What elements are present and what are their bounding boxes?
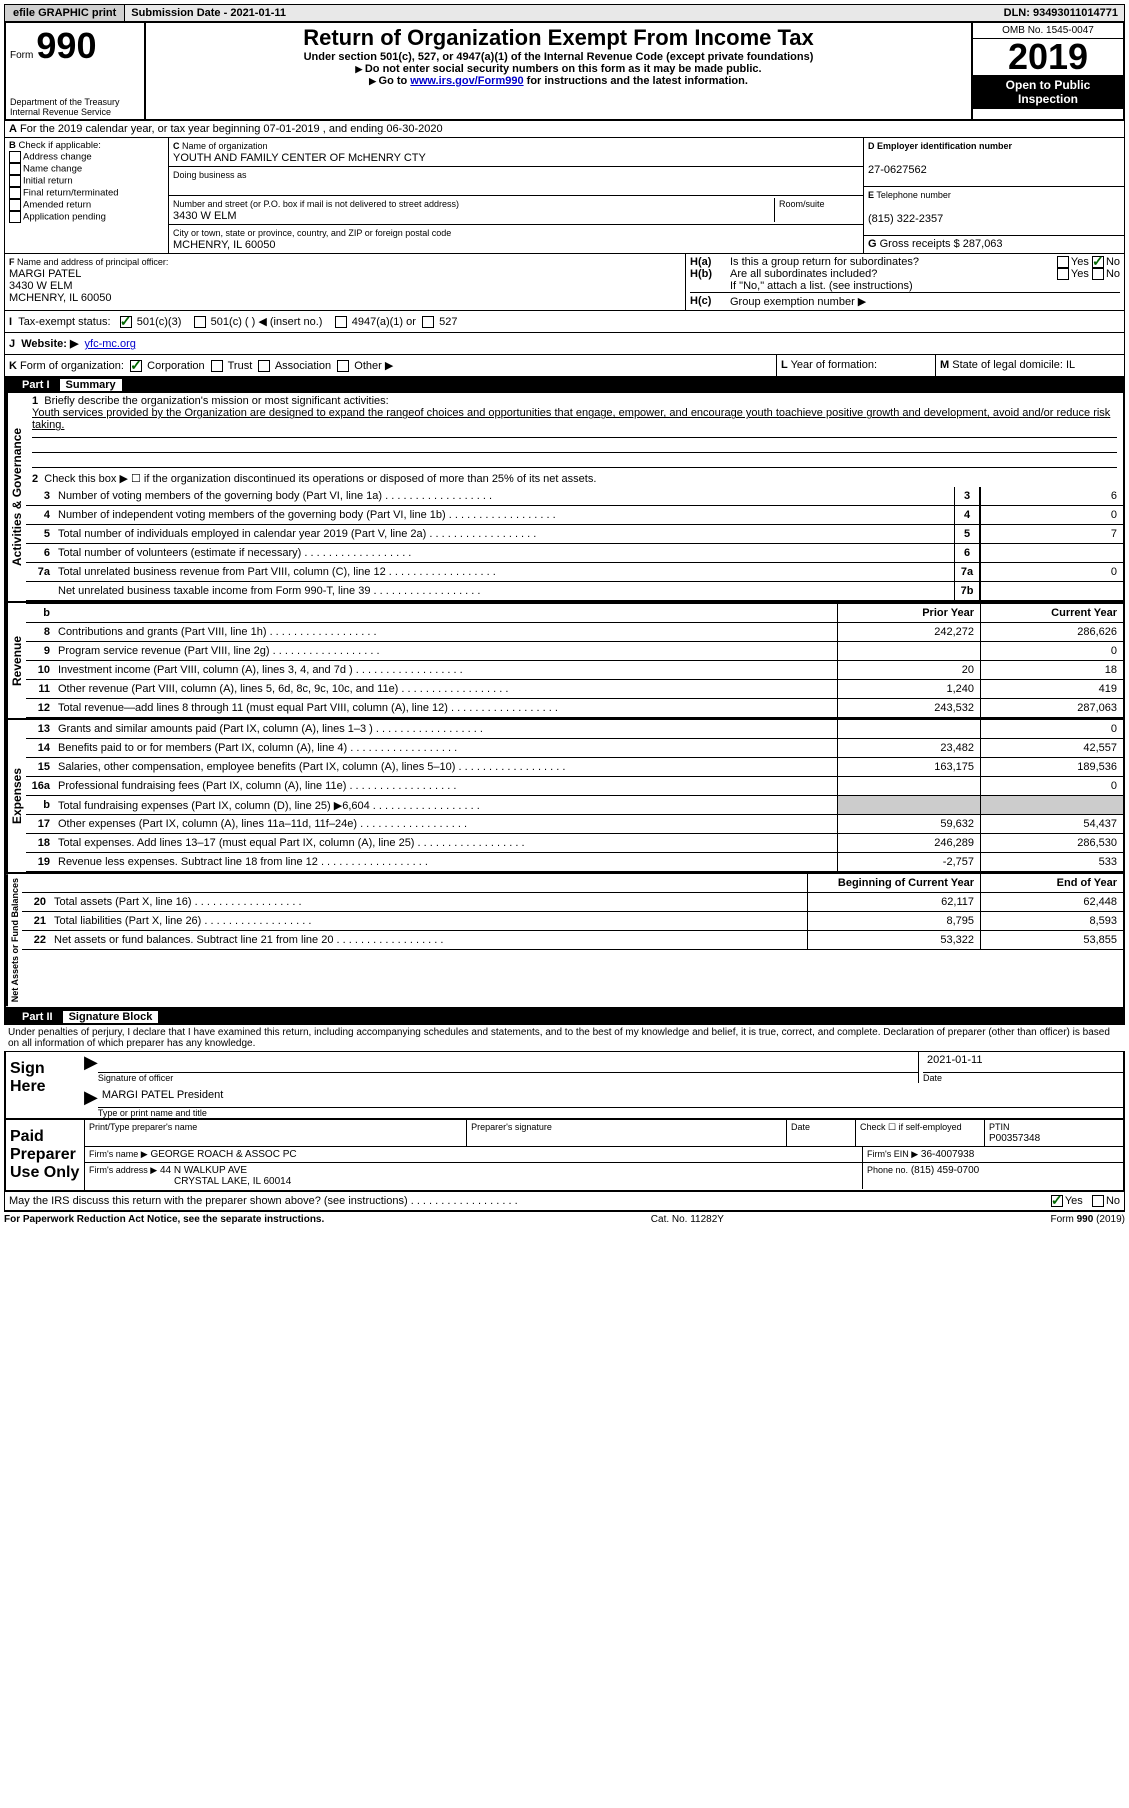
ha-no[interactable] (1092, 256, 1104, 268)
check-501c[interactable] (194, 316, 206, 328)
org-form-row: K Form of organization: Corporation Trus… (4, 355, 1125, 377)
submission-date: Submission Date - 2021-01-11 (125, 5, 292, 21)
net-assets-section: Net Assets or Fund Balances Beginning of… (4, 874, 1125, 1008)
check-initial-return[interactable] (9, 175, 21, 187)
tax-exempt-row: I Tax-exempt status: 501(c)(3) 501(c) ( … (4, 311, 1125, 333)
check-final-return[interactable] (9, 187, 21, 199)
check-4947[interactable] (335, 316, 347, 328)
ein: 27-0627562 (868, 164, 927, 176)
officer-group-row: F Name and address of principal officer:… (4, 254, 1125, 311)
vlabel-revenue: Revenue (6, 603, 26, 718)
phone: (815) 322-2357 (868, 213, 943, 225)
website-row: J Website: ▶ yfc-mc.org (4, 333, 1125, 355)
irs-label: Internal Revenue Service (10, 107, 140, 117)
page-footer: For Paperwork Reduction Act Notice, see … (4, 1211, 1125, 1225)
form-word: Form (10, 50, 33, 61)
vlabel-expenses: Expenses (6, 720, 26, 872)
topbar: efile GRAPHIC print Submission Date - 20… (4, 4, 1125, 22)
paid-preparer-block: Paid Preparer Use Only Print/Type prepar… (4, 1120, 1125, 1192)
arrow-icon: ▶ (84, 1052, 98, 1083)
officer-typed-name: MARGI PATEL President (98, 1087, 1123, 1108)
org-city: MCHENRY, IL 60050 (173, 239, 276, 251)
arrow-icon: ▶ (84, 1087, 98, 1118)
discuss-row: May the IRS discuss this return with the… (4, 1192, 1125, 1211)
website-link[interactable]: yfc-mc.org (85, 338, 136, 350)
check-trust[interactable] (211, 360, 223, 372)
vlabel-net: Net Assets or Fund Balances (6, 874, 22, 1006)
form990-link[interactable]: www.irs.gov/Form990 (410, 75, 523, 87)
hb-yes[interactable] (1057, 268, 1069, 280)
subtitle-2: Do not enter social security numbers on … (152, 63, 965, 75)
gross-receipts: 287,063 (963, 238, 1003, 250)
mission-text: Youth services provided by the Organizat… (32, 407, 1110, 431)
check-corp[interactable] (130, 360, 142, 372)
revenue-section: Revenue b Prior Year Current Year 8Contr… (4, 603, 1125, 720)
ha-yes[interactable] (1057, 256, 1069, 268)
subtitle-3: Go to www.irs.gov/Form990 for instructio… (152, 75, 965, 87)
sign-here-block: Sign Here ▶ Signature of officer 2021-01… (4, 1051, 1125, 1120)
period-row: A For the 2019 calendar year, or tax yea… (4, 121, 1125, 138)
part2-header: Part II Signature Block (4, 1009, 1125, 1025)
penalty-declaration: Under penalties of perjury, I declare th… (4, 1025, 1125, 1051)
activities-governance: Activities & Governance 1 Briefly descri… (4, 393, 1125, 603)
check-address-change[interactable] (9, 151, 21, 163)
form-title: Return of Organization Exempt From Incom… (152, 25, 965, 51)
discuss-no[interactable] (1092, 1195, 1104, 1207)
check-app-pending[interactable] (9, 211, 21, 223)
hb-no[interactable] (1092, 268, 1104, 280)
form-header: Form 990 Department of the Treasury Inte… (4, 22, 1125, 121)
entity-info-block: B Check if applicable: Address change Na… (4, 138, 1125, 254)
check-527[interactable] (422, 316, 434, 328)
check-other[interactable] (337, 360, 349, 372)
check-name-change[interactable] (9, 163, 21, 175)
dept-treasury: Department of the Treasury (10, 97, 140, 107)
officer-name: MARGI PATEL (9, 268, 81, 280)
form-number: 990 (36, 25, 96, 66)
check-amended[interactable] (9, 199, 21, 211)
tax-year: 2019 (973, 39, 1123, 75)
check-501c3[interactable] (120, 316, 132, 328)
vlabel-governance: Activities & Governance (6, 393, 26, 601)
sig-date: 2021-01-11 (923, 1052, 1123, 1073)
dln: DLN: 93493011014771 (998, 5, 1124, 21)
org-name: YOUTH AND FAMILY CENTER OF McHENRY CTY (173, 152, 426, 164)
subtitle-1: Under section 501(c), 527, or 4947(a)(1)… (152, 51, 965, 63)
open-inspection: Open to PublicInspection (973, 75, 1123, 109)
expenses-section: Expenses 13Grants and similar amounts pa… (4, 720, 1125, 874)
part1-header: Part I Summary (4, 377, 1125, 393)
efile-print-button[interactable]: efile GRAPHIC print (5, 5, 125, 21)
discuss-yes[interactable] (1051, 1195, 1063, 1207)
check-assoc[interactable] (258, 360, 270, 372)
org-street: 3430 W ELM (173, 210, 237, 222)
